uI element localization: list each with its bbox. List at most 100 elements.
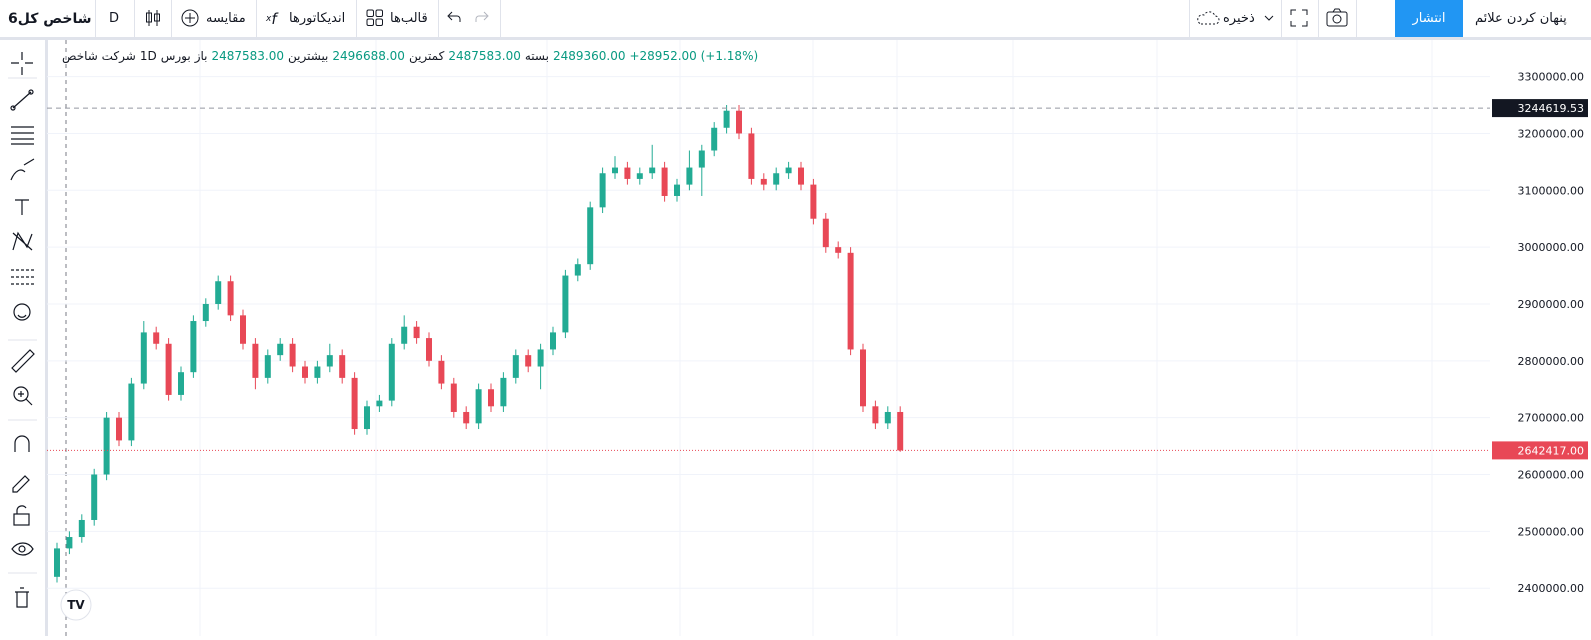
plot: 2400000.00 2500000.00 2600000.00 2700000.00… xyxy=(47,71,1588,595)
indicators-button[interactable]: اندیکاتورها xyxy=(289,11,346,26)
compare-button[interactable]: مقایسه xyxy=(206,11,246,26)
candle-body xyxy=(661,167,668,196)
candle-body xyxy=(773,173,780,185)
hide-marks-button[interactable]: پنهان کردن علائم xyxy=(1475,11,1567,26)
save-button[interactable]: ذخیره xyxy=(1223,11,1255,26)
fib-tool[interactable] xyxy=(11,126,34,145)
templates-icon[interactable] xyxy=(366,9,384,27)
separator xyxy=(1189,0,1190,37)
candle-body xyxy=(302,366,308,378)
candle-body xyxy=(326,355,333,367)
candle-body xyxy=(388,343,395,401)
prediction-tool[interactable] xyxy=(11,269,34,285)
candle-body xyxy=(587,207,594,265)
candle-body xyxy=(264,355,271,378)
lock-drawing-tool[interactable] xyxy=(12,475,30,493)
separator xyxy=(1318,0,1319,37)
lock-shackle xyxy=(16,505,27,514)
legend-open-label: باز xyxy=(194,49,208,63)
candle-body xyxy=(78,519,85,538)
candle-body xyxy=(413,326,420,339)
tv-logo-badge xyxy=(60,589,92,621)
emoji-tool[interactable] xyxy=(13,303,31,321)
y-tick-label: 2800000.00 xyxy=(1518,355,1584,368)
candle-body xyxy=(103,417,110,475)
candle-body xyxy=(599,173,606,208)
emoji-smile xyxy=(17,314,27,318)
interval-button[interactable]: D xyxy=(109,11,120,26)
zoom-tool[interactable] xyxy=(13,386,29,402)
candle-body xyxy=(54,548,60,577)
candle-body xyxy=(897,411,904,451)
trendline-tool[interactable] xyxy=(12,91,32,109)
candle-body xyxy=(401,326,408,344)
templates-button[interactable]: قالب‌ها xyxy=(390,11,428,26)
brush-tool[interactable] xyxy=(10,158,35,181)
crosshair-tool[interactable] xyxy=(11,52,33,75)
candle-body xyxy=(698,150,705,168)
candle-body xyxy=(810,184,817,219)
candle-body xyxy=(860,349,866,407)
candle-body xyxy=(612,167,618,174)
pattern-tool[interactable] xyxy=(12,231,33,251)
publish-button[interactable]: انتشار xyxy=(1395,0,1463,37)
separator xyxy=(171,0,172,37)
eye-pupil xyxy=(18,545,26,553)
y-tick-label: 3100000.00 xyxy=(1518,184,1584,197)
snapshot-icon[interactable] xyxy=(1326,8,1348,28)
cloud-icon xyxy=(1197,11,1220,25)
legend-close: 2489360.00 xyxy=(552,49,626,63)
candle-body xyxy=(475,389,482,424)
candle-body xyxy=(798,167,804,185)
chart-type-icon[interactable] xyxy=(144,8,162,28)
compare-icon[interactable] xyxy=(180,8,200,28)
symbol[interactable]: شاخص کل6 xyxy=(8,10,92,27)
undo-icon[interactable] xyxy=(446,10,462,26)
candle-body xyxy=(351,377,358,430)
text-tool[interactable] xyxy=(15,199,29,215)
candle-body xyxy=(624,167,631,179)
separator xyxy=(1281,0,1282,37)
candle-body xyxy=(512,355,519,378)
tv-logo: TV xyxy=(67,598,85,612)
vertical-grid xyxy=(199,40,1433,636)
candle-body xyxy=(711,127,718,151)
separator xyxy=(256,0,257,37)
candle-body xyxy=(277,343,284,356)
fullscreen-icon[interactable] xyxy=(1290,9,1308,27)
candle-body xyxy=(822,218,829,248)
legend-interval: 1D xyxy=(139,49,157,63)
magnet-tool[interactable] xyxy=(14,435,30,452)
candle-body xyxy=(202,303,209,322)
candle-body xyxy=(178,372,184,395)
price-tag-label: 2642417.00 xyxy=(1518,444,1584,457)
lock-tool[interactable] xyxy=(13,513,30,526)
drawing-tools xyxy=(8,52,37,608)
y-tick-label: 2400000.00 xyxy=(1518,582,1584,595)
y-tick-label: 2900000.00 xyxy=(1518,298,1584,311)
candle-body xyxy=(488,389,494,407)
visibility-tool[interactable] xyxy=(11,542,34,556)
legend-name: شرکت شاخص xyxy=(62,49,136,63)
y-tick-label: 2500000.00 xyxy=(1518,525,1584,538)
candle-body xyxy=(314,366,321,378)
save-menu-arrow[interactable] xyxy=(1263,12,1275,24)
candle-body xyxy=(240,315,246,344)
candle-body xyxy=(376,400,383,407)
candle-body xyxy=(723,110,730,128)
redo-icon[interactable] xyxy=(474,10,490,26)
delete-tool[interactable] xyxy=(15,587,29,608)
separator xyxy=(95,0,96,37)
candle-body xyxy=(450,383,457,412)
candle-body xyxy=(153,332,160,344)
ruler-tool[interactable] xyxy=(11,349,35,373)
candle-body xyxy=(884,411,891,424)
candle-body xyxy=(525,355,532,367)
drawing-toolbar xyxy=(0,40,48,636)
legend-high-label: بیشترین xyxy=(288,49,329,63)
candle-body xyxy=(736,110,742,134)
candle-body xyxy=(674,184,680,196)
